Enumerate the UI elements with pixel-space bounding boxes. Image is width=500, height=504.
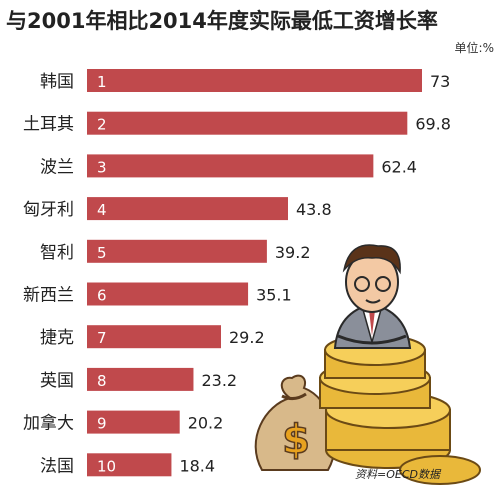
category-label: 智利 [40,243,74,263]
bars-group: 韩国 1 73 土耳其 2 69.8 波兰 3 62.4 匈牙利 4 43.8 智利 5 39.2 新西兰 6 3… [23,69,451,477]
rank-label: 2 [97,116,107,134]
value-label: 69.8 [415,115,451,134]
category-label: 土耳其 [23,115,74,135]
bar [87,410,180,434]
rank-label: 9 [97,415,107,433]
businessman-icon [333,244,412,349]
money-bag-icon: $ [254,374,337,471]
value-label: 73 [430,72,450,91]
rank-label: 7 [97,329,107,347]
rank-label: 5 [97,244,107,262]
businessman-on-coins-illustration: $ [254,244,481,485]
value-label: 18.4 [179,456,215,475]
value-label: 20.2 [188,414,224,433]
rank-label: 6 [97,287,107,305]
bar [87,325,221,349]
rank-label: 1 [97,73,107,91]
value-label: 43.8 [296,200,332,219]
bar [87,367,194,391]
rank-label: 10 [97,457,116,475]
dollar-sign-icon: $ [282,417,310,463]
rank-label: 8 [97,372,107,390]
rank-label: 4 [97,201,107,219]
value-label: 39.2 [275,243,311,262]
source-note: 资料=OECD数据 [355,468,442,481]
category-label: 加拿大 [23,413,74,434]
bar [87,453,172,477]
category-label: 韩国 [40,72,74,92]
coin-stack-icon [319,334,481,485]
category-label: 波兰 [40,157,74,177]
unit-label: 单位:% [455,40,494,55]
bar [87,69,422,92]
category-label: 捷克 [40,328,74,348]
bar [87,197,288,221]
bar [87,154,374,178]
value-label: 23.2 [201,371,237,390]
category-label: 英国 [40,371,74,391]
bar [87,111,408,135]
chart-title: 与2001年相比2014年度实际最低工资增长率 [6,9,438,33]
value-label: 29.2 [229,328,265,347]
category-label: 新西兰 [23,286,74,306]
rank-label: 3 [97,158,107,176]
value-label: 62.4 [381,157,417,176]
value-label: 35.1 [256,286,292,305]
bar [87,282,249,306]
category-label: 法国 [40,456,74,476]
category-label: 匈牙利 [23,200,74,220]
bar [87,239,267,263]
